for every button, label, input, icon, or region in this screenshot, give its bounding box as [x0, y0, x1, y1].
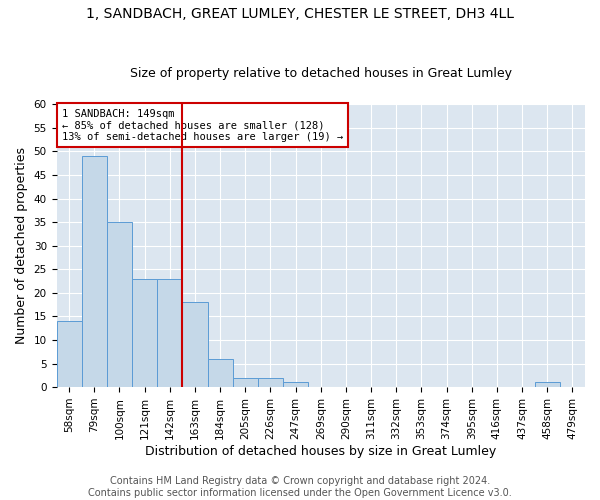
Text: 1 SANDBACH: 149sqm
← 85% of detached houses are smaller (128)
13% of semi-detach: 1 SANDBACH: 149sqm ← 85% of detached hou… — [62, 108, 343, 142]
Title: Size of property relative to detached houses in Great Lumley: Size of property relative to detached ho… — [130, 66, 512, 80]
Bar — [258, 378, 283, 387]
Bar — [82, 156, 107, 387]
Bar — [107, 222, 132, 387]
Bar — [132, 278, 157, 387]
Bar — [233, 378, 258, 387]
Bar — [535, 382, 560, 387]
Text: 1, SANDBACH, GREAT LUMLEY, CHESTER LE STREET, DH3 4LL: 1, SANDBACH, GREAT LUMLEY, CHESTER LE ST… — [86, 8, 514, 22]
Bar — [56, 321, 82, 387]
Bar — [283, 382, 308, 387]
Bar — [208, 359, 233, 387]
X-axis label: Distribution of detached houses by size in Great Lumley: Distribution of detached houses by size … — [145, 444, 496, 458]
Y-axis label: Number of detached properties: Number of detached properties — [15, 147, 28, 344]
Text: Contains HM Land Registry data © Crown copyright and database right 2024.
Contai: Contains HM Land Registry data © Crown c… — [88, 476, 512, 498]
Bar — [182, 302, 208, 387]
Bar — [157, 278, 182, 387]
